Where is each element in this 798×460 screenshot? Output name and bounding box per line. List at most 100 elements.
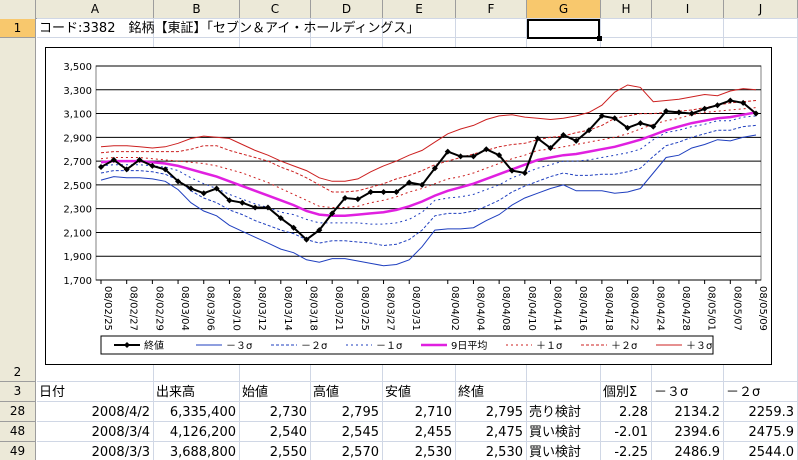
data-cell-volume[interactable]: 3,688,800 bbox=[169, 445, 236, 460]
data-point bbox=[688, 110, 695, 117]
data-cell-date[interactable]: 2008/3/4 bbox=[91, 425, 150, 440]
x-tick-label: 08/03/12 bbox=[256, 286, 267, 331]
header-cell-close[interactable]: 終値 bbox=[458, 385, 485, 400]
x-tick-label: 08/05/07 bbox=[731, 286, 742, 331]
x-tick-label: 08/03/06 bbox=[205, 286, 216, 331]
data-cell-date[interactable]: 2008/3/3 bbox=[91, 445, 150, 460]
data-cell-sigma[interactable]: 2.28 bbox=[619, 405, 648, 420]
data-cell-sigma[interactable]: -2.01 bbox=[614, 425, 648, 440]
x-tick-label: 08/04/18 bbox=[603, 286, 614, 331]
header-cell-signal[interactable] bbox=[527, 383, 600, 402]
data-cell-signal[interactable]: 売り検討 bbox=[529, 405, 582, 420]
data-cell-high[interactable]: 2,545 bbox=[341, 425, 379, 440]
data-cell-close[interactable]: 2,530 bbox=[485, 445, 523, 460]
row-header-49[interactable]: 49 bbox=[0, 442, 36, 460]
y-tick-label: 3,300 bbox=[63, 86, 92, 97]
x-tick-label: 08/02/25 bbox=[102, 286, 113, 331]
x-tick-label: 08/03/14 bbox=[282, 286, 293, 331]
data-cell-minus3sigma[interactable]: 2394.6 bbox=[674, 425, 721, 440]
data-cell-low[interactable]: 2,710 bbox=[414, 405, 452, 420]
data-point bbox=[560, 131, 567, 138]
row-header-28[interactable]: 28 bbox=[0, 402, 36, 422]
column-header-h[interactable]: H bbox=[601, 0, 652, 19]
series-line-0 bbox=[100, 99, 757, 241]
data-cell-minus3sigma[interactable]: 2486.9 bbox=[674, 445, 721, 460]
selected-cell-g1[interactable] bbox=[527, 19, 600, 39]
data-cell-date[interactable]: 2008/4/2 bbox=[91, 405, 150, 420]
x-tick-label: 08/04/08 bbox=[500, 286, 511, 331]
data-point bbox=[162, 166, 169, 173]
column-header-c[interactable]: C bbox=[240, 0, 311, 19]
x-tick-label: 08/03/18 bbox=[307, 286, 318, 331]
column-header-a[interactable]: A bbox=[37, 0, 154, 19]
data-point bbox=[508, 167, 515, 174]
chart-svg: 1,700 1,900 2,100 2,300 2,500 2,700 2,900 3,100… bbox=[63, 62, 768, 355]
data-cell-open[interactable]: 2,550 bbox=[269, 445, 307, 460]
header-cell-minus2sigma[interactable]: －２σ bbox=[726, 385, 761, 400]
x-tick-label: 08/04/10 bbox=[526, 286, 537, 331]
data-cell-low[interactable]: 2,530 bbox=[414, 445, 452, 460]
data-point bbox=[187, 185, 194, 192]
header-cell-low[interactable]: 安値 bbox=[385, 385, 412, 400]
data-cell-minus3sigma[interactable]: 2134.2 bbox=[674, 405, 721, 420]
data-point bbox=[380, 189, 387, 196]
header-cell-date[interactable]: 日付 bbox=[39, 385, 66, 400]
row-header-3[interactable]: 3 bbox=[0, 382, 36, 402]
x-tick-label: 08/03/10 bbox=[230, 286, 241, 331]
x-tick-label: 08/05/09 bbox=[757, 286, 768, 331]
column-header-b[interactable]: B bbox=[154, 0, 240, 19]
data-cell-signal[interactable]: 買い検討 bbox=[529, 425, 582, 440]
column-header-i[interactable]: I bbox=[652, 0, 724, 19]
data-cell-volume[interactable]: 4,126,200 bbox=[169, 425, 236, 440]
header-cell-minus3sigma[interactable]: －３σ bbox=[654, 385, 689, 400]
x-tick-label: 08/03/25 bbox=[359, 286, 370, 331]
sheet-title-cell[interactable]: コード:3382 銘柄【東証】「セブン＆アイ・ホールディングス」 bbox=[39, 21, 420, 36]
column-header-f[interactable]: F bbox=[456, 0, 527, 19]
y-tick-label: 1,900 bbox=[63, 252, 92, 263]
data-cell-close[interactable]: 2,795 bbox=[485, 405, 523, 420]
data-cell-close[interactable]: 2,475 bbox=[485, 425, 523, 440]
x-tick-label: 08/03/04 bbox=[179, 286, 190, 331]
legend-marker bbox=[124, 342, 130, 348]
data-cell-low[interactable]: 2,455 bbox=[414, 425, 452, 440]
data-cell-volume[interactable]: 6,335,400 bbox=[169, 405, 236, 420]
row-header-1[interactable]: 1 bbox=[0, 19, 36, 38]
legend-label: 終値 bbox=[144, 339, 164, 352]
data-cell-minus2sigma[interactable]: 2259.3 bbox=[748, 405, 795, 420]
legend-label: －２σ bbox=[301, 341, 328, 352]
x-tick-label: 08/04/28 bbox=[680, 286, 691, 331]
stock-chart[interactable]: 1,700 1,900 2,100 2,300 2,500 2,700 2,900 3,100… bbox=[45, 47, 772, 365]
column-header-g[interactable]: G bbox=[527, 0, 601, 19]
y-tick-label: 2,500 bbox=[63, 181, 92, 192]
data-point bbox=[419, 181, 426, 188]
data-point bbox=[290, 224, 297, 231]
data-cell-signal[interactable]: 買い検討 bbox=[529, 445, 582, 460]
y-tick-label: 1,700 bbox=[63, 276, 92, 287]
column-header-d[interactable]: D bbox=[311, 0, 383, 19]
column-header-e[interactable]: E bbox=[383, 0, 456, 19]
row-header-48[interactable]: 48 bbox=[0, 422, 36, 442]
column-header-j[interactable]: J bbox=[724, 0, 798, 19]
data-cell-high[interactable]: 2,795 bbox=[341, 405, 379, 420]
data-point bbox=[534, 135, 541, 142]
fill-handle[interactable] bbox=[597, 36, 602, 41]
data-cell-sigma[interactable]: -2.25 bbox=[614, 445, 648, 460]
data-point bbox=[496, 152, 503, 159]
x-tick-label: 08/04/16 bbox=[577, 286, 588, 331]
data-point bbox=[753, 110, 759, 117]
data-cell-open[interactable]: 2,540 bbox=[269, 425, 307, 440]
data-cell-minus2sigma[interactable]: 2475.9 bbox=[748, 425, 795, 440]
header-cell-sigma[interactable]: 個別Σ bbox=[603, 385, 638, 400]
y-tick-label: 3,500 bbox=[63, 62, 92, 73]
data-cell-open[interactable]: 2,730 bbox=[269, 405, 307, 420]
row-header-2[interactable]: 2 bbox=[0, 38, 36, 382]
series-line-5 bbox=[100, 107, 757, 208]
data-point bbox=[483, 146, 490, 153]
header-cell-open[interactable]: 始値 bbox=[242, 385, 269, 400]
series-line-6 bbox=[100, 100, 757, 193]
select-all-corner[interactable] bbox=[0, 0, 36, 19]
data-cell-minus2sigma[interactable]: 2544.0 bbox=[748, 445, 795, 460]
header-cell-high[interactable]: 高値 bbox=[313, 385, 340, 400]
data-cell-high[interactable]: 2,570 bbox=[341, 445, 379, 460]
header-cell-volume[interactable]: 出来高 bbox=[156, 385, 196, 400]
